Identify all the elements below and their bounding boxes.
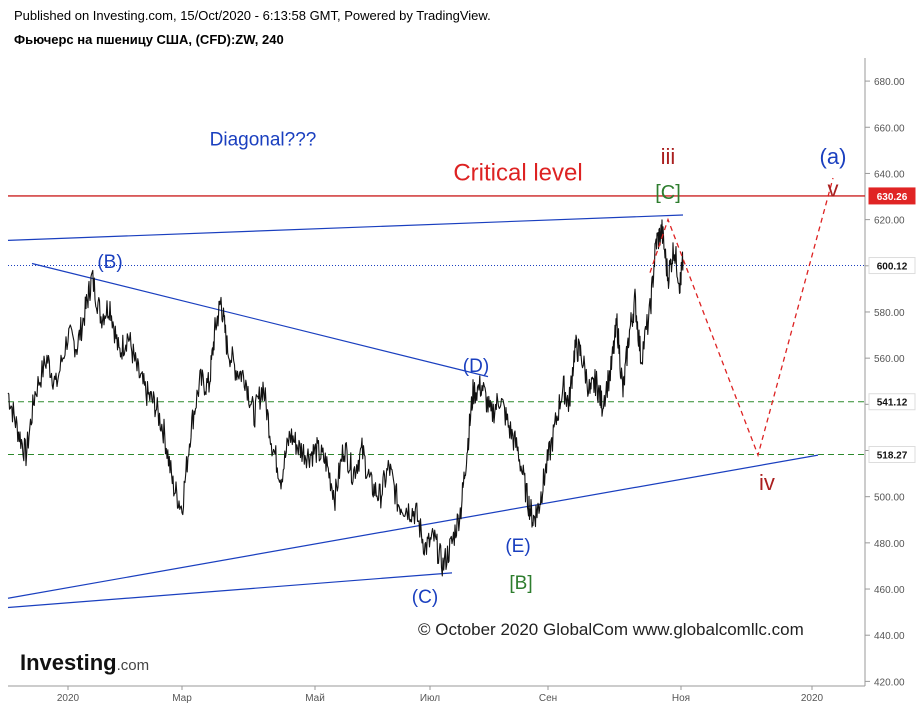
x-tick-label: 2020	[57, 693, 80, 704]
logo-text: Investing	[20, 650, 117, 675]
y-tick-label: 420.00	[874, 677, 905, 688]
price-tag-label: 630.26	[877, 192, 908, 203]
wave-label: (E)	[505, 536, 530, 557]
y-tick-label: 440.00	[874, 631, 905, 642]
logo-suffix: .com	[117, 657, 150, 674]
x-tick-label: Сен	[539, 693, 557, 704]
wave-label: iv	[759, 470, 775, 495]
price-series	[7, 219, 684, 577]
wave-label: (D)	[463, 356, 489, 377]
y-tick-label: 560.00	[874, 354, 905, 365]
price-tag-box	[868, 257, 916, 275]
price-tag-box	[868, 187, 916, 205]
price-tag-box	[868, 445, 916, 463]
trendline	[7, 214, 684, 241]
y-tick-label: 640.00	[874, 169, 905, 180]
y-tick-label: 480.00	[874, 539, 905, 550]
projection-line	[649, 177, 834, 458]
wave-annotations: Diagonal??? Critical level (B) (D) (C) (E) [B]…	[97, 130, 846, 608]
y-tick-label: 660.00	[874, 123, 905, 134]
wave-label: [B]	[509, 573, 532, 594]
x-tick-label: Май	[305, 693, 325, 704]
published-line: Published on Investing.com, 15/Oct/2020 …	[14, 8, 491, 23]
price-line	[7, 219, 684, 577]
trendline	[7, 454, 819, 599]
price-tag-label: 518.27	[877, 450, 908, 461]
trendline	[7, 572, 453, 609]
wave-label: (B)	[97, 252, 122, 273]
investing-logo: Investing.com	[20, 650, 149, 675]
projection-path	[649, 177, 834, 458]
wave-label: Diagonal???	[210, 130, 317, 151]
y-tick-label: 620.00	[874, 216, 905, 227]
x-tick-label: Ноя	[672, 693, 690, 704]
price-tag-label: 541.12	[877, 398, 908, 409]
x-tick-label: Июл	[420, 693, 440, 704]
price-tags: 630.26 600.12 541.12 518.27	[868, 187, 916, 463]
instrument-title: Фьючерс на пшеницу США, (CFD):ZW, 240	[14, 32, 284, 47]
wave-label: v	[828, 177, 839, 202]
copyright-text: © October 2020 GlobalCom www.globalcomll…	[418, 620, 804, 639]
x-tick-label: 2020	[801, 693, 824, 704]
price-tag-label: 600.12	[877, 262, 908, 273]
wave-label: (C)	[412, 587, 438, 608]
y-tick-label: 460.00	[874, 585, 905, 596]
y-tick-label: 580.00	[874, 308, 905, 319]
y-tick-label: 500.00	[874, 493, 905, 504]
x-tick-label: Мар	[172, 693, 192, 704]
y-tick-label: 680.00	[874, 77, 905, 88]
wave-label: iii	[661, 144, 676, 169]
trendlines	[7, 214, 819, 609]
wave-label: (a)	[820, 144, 847, 169]
wave-label: [C]	[655, 182, 681, 204]
price-tag-box	[868, 393, 916, 411]
watermark: © October 2020 GlobalCom www.globalcomll…	[20, 620, 804, 675]
reference-lines	[8, 195, 865, 455]
wave-label: Critical level	[453, 159, 582, 186]
trendline	[31, 262, 489, 378]
